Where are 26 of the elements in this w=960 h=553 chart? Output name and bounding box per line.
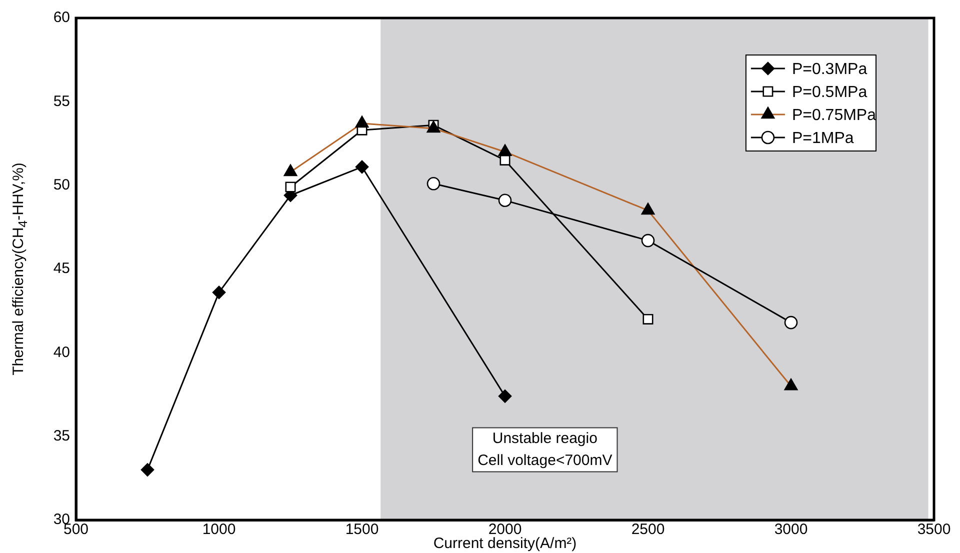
point xyxy=(498,390,512,403)
x-tick-label: 2500 xyxy=(631,521,665,538)
point xyxy=(426,177,440,190)
y-tick-label: 60 xyxy=(53,9,70,26)
annotation: Unstable reagio Cell voltage<700mV xyxy=(478,430,612,469)
x-tick-label: 1000 xyxy=(202,521,236,538)
point xyxy=(641,234,655,248)
point xyxy=(212,286,226,300)
point xyxy=(285,182,296,192)
legend-label: P=0.3MPa xyxy=(792,60,868,78)
legend-label: P=0.75MPa xyxy=(792,106,876,124)
x-tick-label: 1500 xyxy=(345,521,379,538)
point xyxy=(498,194,512,208)
y-tick-label: 45 xyxy=(53,260,70,278)
point xyxy=(784,316,798,330)
point xyxy=(355,160,369,174)
point xyxy=(140,463,154,476)
legend-label: P=0.5MPa xyxy=(792,84,868,101)
point xyxy=(642,314,654,324)
y-tick-label: 50 xyxy=(53,176,70,194)
x-tick-label: 3500 xyxy=(917,521,951,538)
y-tick-label: 35 xyxy=(53,427,70,444)
y-tick-label: 55 xyxy=(53,92,70,110)
legend-label: P=1MPa xyxy=(792,130,854,147)
x-tick-label: 3000 xyxy=(774,521,808,538)
y-tick-label: 40 xyxy=(53,344,70,361)
